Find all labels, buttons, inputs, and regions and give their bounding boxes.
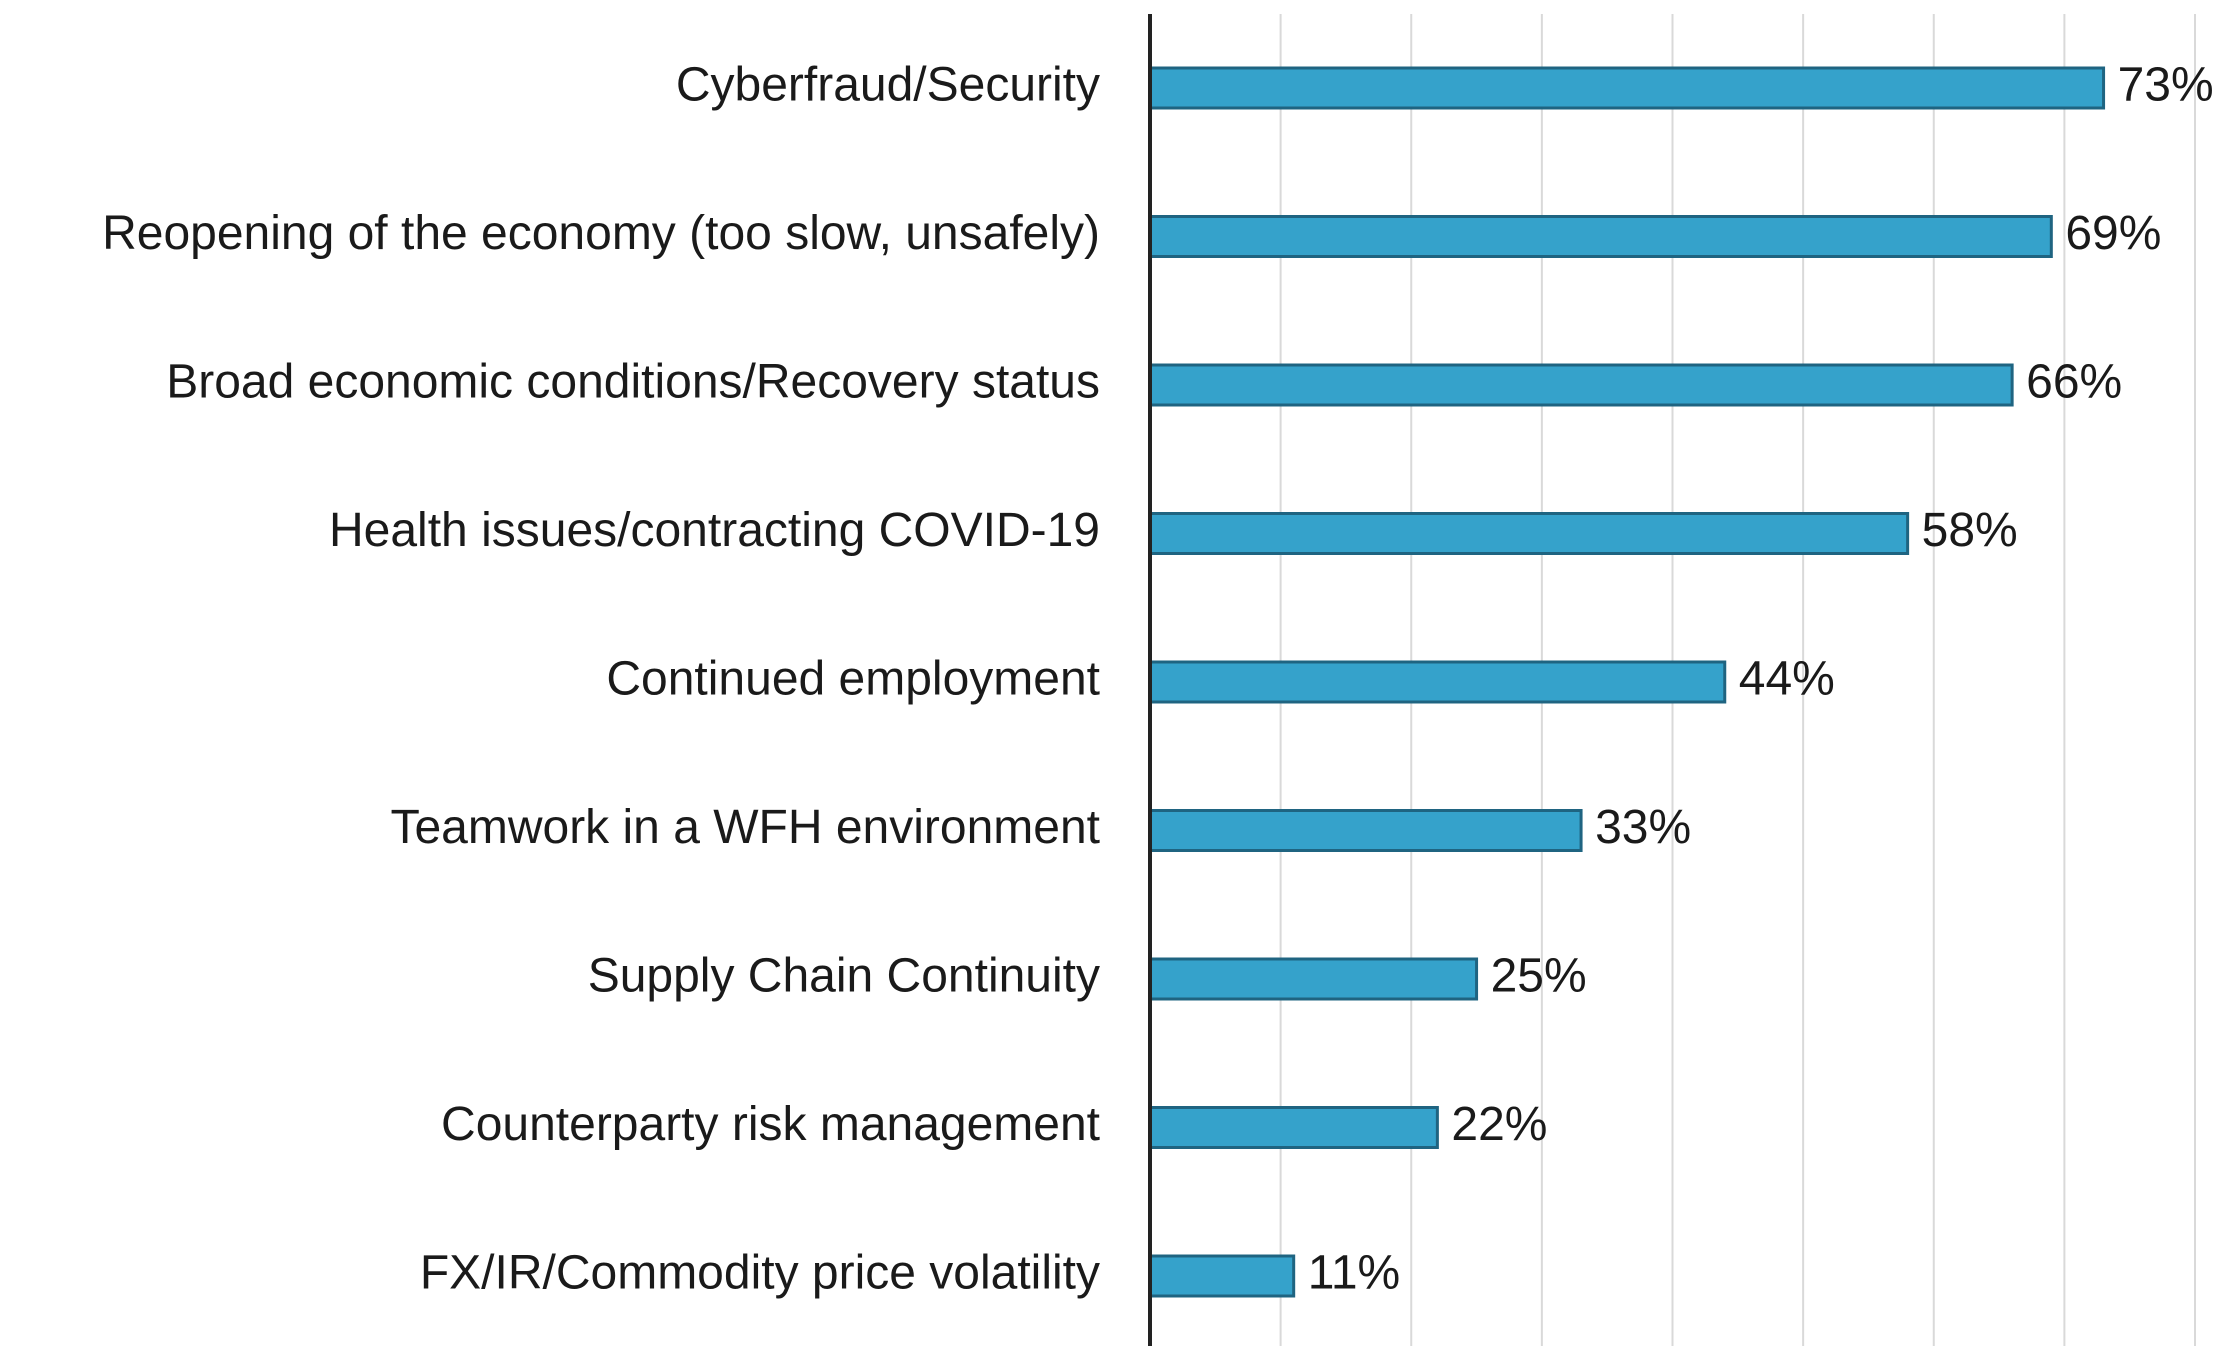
category-label: FX/IR/Commodity price volatility [420, 1247, 1100, 1300]
category-label: Health issues/contracting COVID-19 [329, 504, 1100, 557]
bar [1148, 66, 2106, 110]
value-label: 73% [2118, 59, 2214, 112]
bar [1148, 660, 1727, 704]
bar [1148, 957, 1479, 1001]
category-label: Reopening of the economy (too slow, unsa… [102, 207, 1100, 260]
category-label: Broad economic conditions/Recovery statu… [166, 356, 1100, 409]
category-label: Teamwork in a WFH environment [390, 801, 1100, 854]
category-label: Cyberfraud/Security [676, 59, 1100, 112]
value-label: 33% [1595, 801, 1691, 854]
value-label: 22% [1451, 1098, 1547, 1151]
value-label: 66% [2026, 356, 2122, 409]
bar [1148, 1106, 1439, 1149]
bar [1148, 809, 1583, 852]
value-label: 11% [1308, 1247, 1401, 1300]
value-label: 58% [1922, 504, 2018, 557]
value-label: 44% [1739, 653, 1835, 706]
bar [1148, 512, 1910, 555]
category-label: Continued employment [606, 653, 1100, 706]
category-label: Counterparty risk management [441, 1098, 1100, 1151]
value-label: 25% [1491, 950, 1587, 1003]
category-label: Supply Chain Continuity [588, 950, 1100, 1003]
bar [1148, 215, 2053, 258]
bar [1148, 1254, 1296, 1298]
value-label: 69% [2065, 207, 2161, 260]
bar [1148, 363, 2014, 407]
